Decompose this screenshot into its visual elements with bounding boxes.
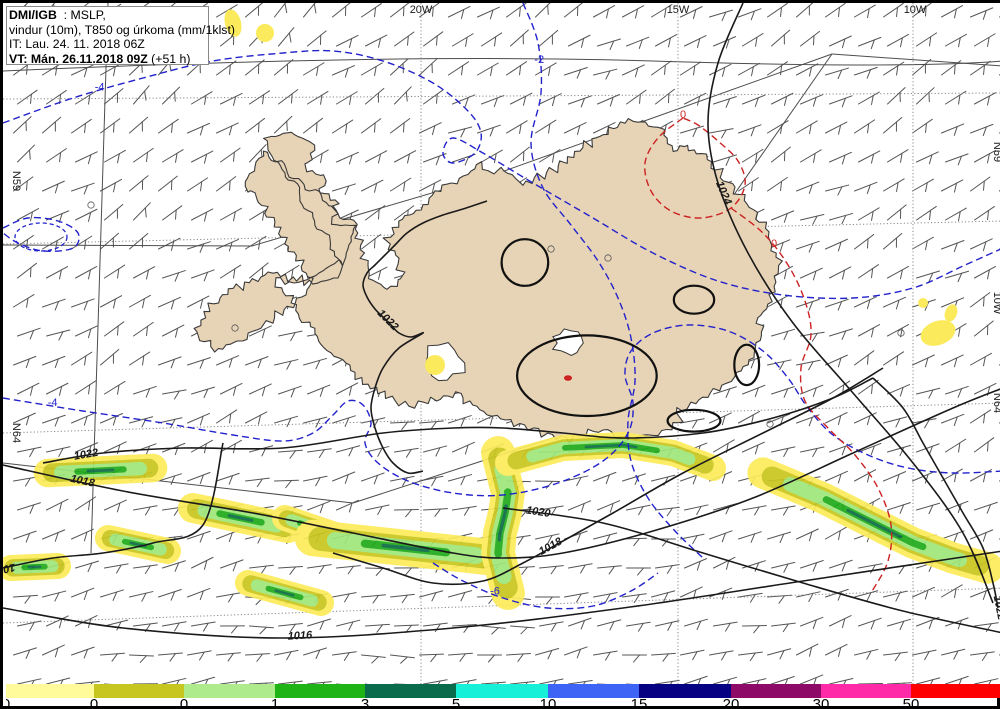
svg-text:N69: N69 [991, 142, 1000, 162]
svg-text:-4: -4 [95, 81, 105, 93]
svg-text:-4: -4 [48, 397, 58, 409]
svg-text:20: 20 [723, 696, 740, 709]
svg-text:50: 50 [903, 696, 920, 709]
svg-text:20W: 20W [410, 4, 433, 16]
svg-text:10: 10 [540, 696, 557, 709]
svg-text:15W: 15W [667, 4, 690, 16]
svg-text:3: 3 [361, 696, 369, 709]
svg-text:15: 15 [631, 696, 648, 709]
svg-text:10W: 10W [904, 4, 927, 16]
svg-text:30: 30 [813, 696, 830, 709]
svg-text:0: 0 [771, 238, 777, 250]
svg-text:10W: 10W [991, 292, 1000, 315]
svg-text:N64: N64 [991, 393, 1000, 413]
svg-text:0: 0 [90, 696, 98, 709]
svg-text:N64: N64 [10, 423, 22, 443]
svg-text:-6: -6 [490, 586, 500, 598]
svg-text:0: 0 [180, 696, 188, 709]
svg-text:-2: -2 [534, 54, 544, 66]
svg-text:N59: N59 [10, 171, 22, 191]
svg-text:5: 5 [452, 696, 460, 709]
svg-text:1: 1 [271, 696, 279, 709]
svg-text:0: 0 [6, 696, 10, 709]
svg-text:1016: 1016 [287, 629, 313, 642]
svg-text:0: 0 [680, 109, 686, 121]
